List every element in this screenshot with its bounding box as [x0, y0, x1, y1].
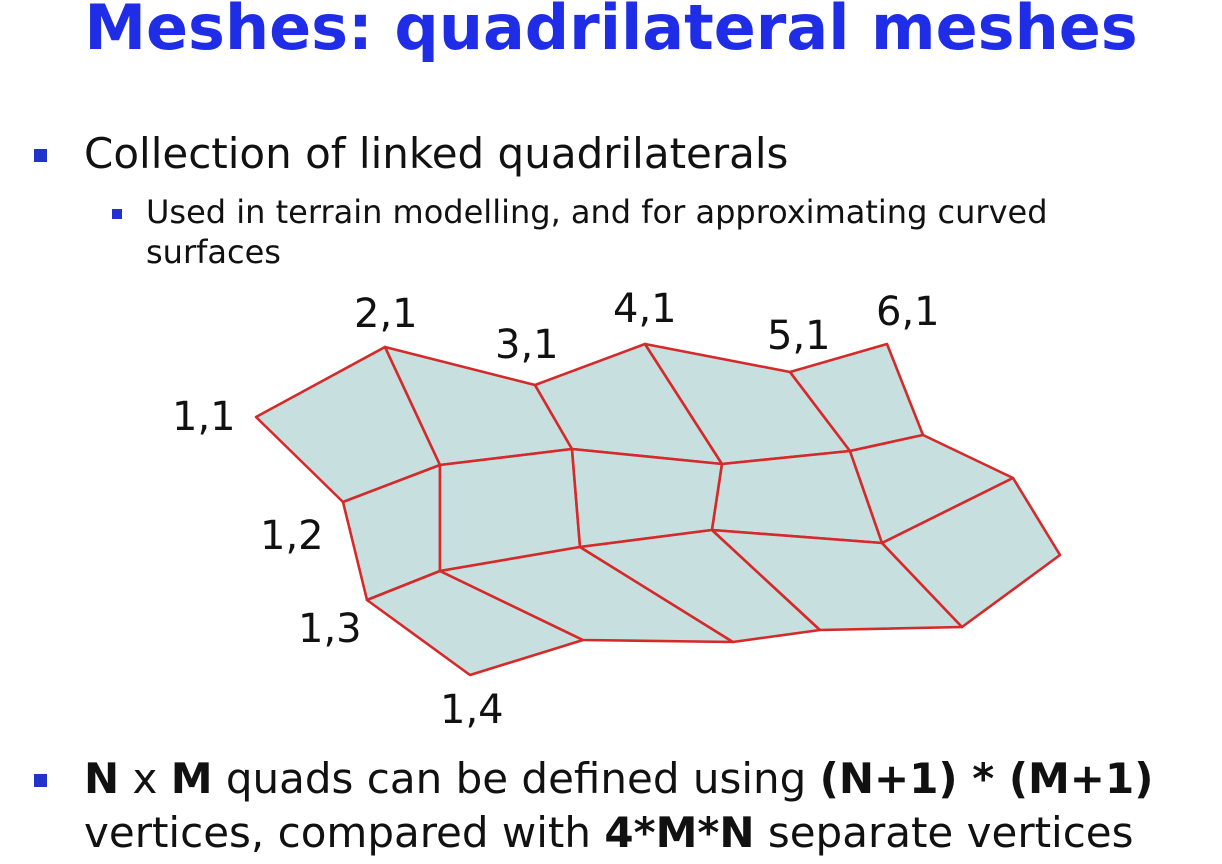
- n-symbol: N: [84, 754, 120, 803]
- vertex-label: 6,1: [876, 289, 940, 335]
- vertex-label: 3,1: [495, 322, 559, 368]
- sub-bullet-usage: Used in terrain modelling, and for appro…: [146, 193, 1048, 271]
- mesh-vertex-labels: 1,1 2,1 3,1 4,1 5,1 6,1 1,2 1,3 1,4: [172, 286, 940, 733]
- bullet-marker: [34, 774, 47, 787]
- bullet-vertex-count: N x M quads can be defined using (N+1) *…: [84, 752, 1214, 860]
- mesh-quads: [254, 342, 1062, 677]
- compared-text: vertices, compared with: [84, 808, 605, 857]
- quads-text: quads can be defined using: [212, 754, 820, 803]
- vertex-label: 1,1: [172, 394, 236, 440]
- sub-bullet-marker: [112, 209, 122, 219]
- bullet-marker: [34, 149, 47, 162]
- vertex-label: 1,3: [298, 606, 362, 652]
- vertex-label: 1,2: [260, 513, 324, 559]
- vertex-label: 4,1: [613, 286, 677, 332]
- shared-vertex-formula: (N+1) * (M+1): [819, 754, 1154, 803]
- vertex-label: 5,1: [767, 313, 831, 359]
- mesh-quad: [880, 476, 1062, 629]
- separate-vertex-formula: 4*M*N: [604, 808, 755, 857]
- bullet-collection: Collection of linked quadrilaterals: [84, 129, 789, 178]
- times-text: x: [119, 754, 171, 803]
- slide-title: Meshes: quadrilateral meshes: [84, 0, 1138, 64]
- vertex-label: 2,1: [354, 291, 418, 337]
- m-symbol: M: [170, 754, 213, 803]
- separate-text: separate vertices: [754, 808, 1134, 857]
- vertex-label: 1,4: [440, 687, 504, 733]
